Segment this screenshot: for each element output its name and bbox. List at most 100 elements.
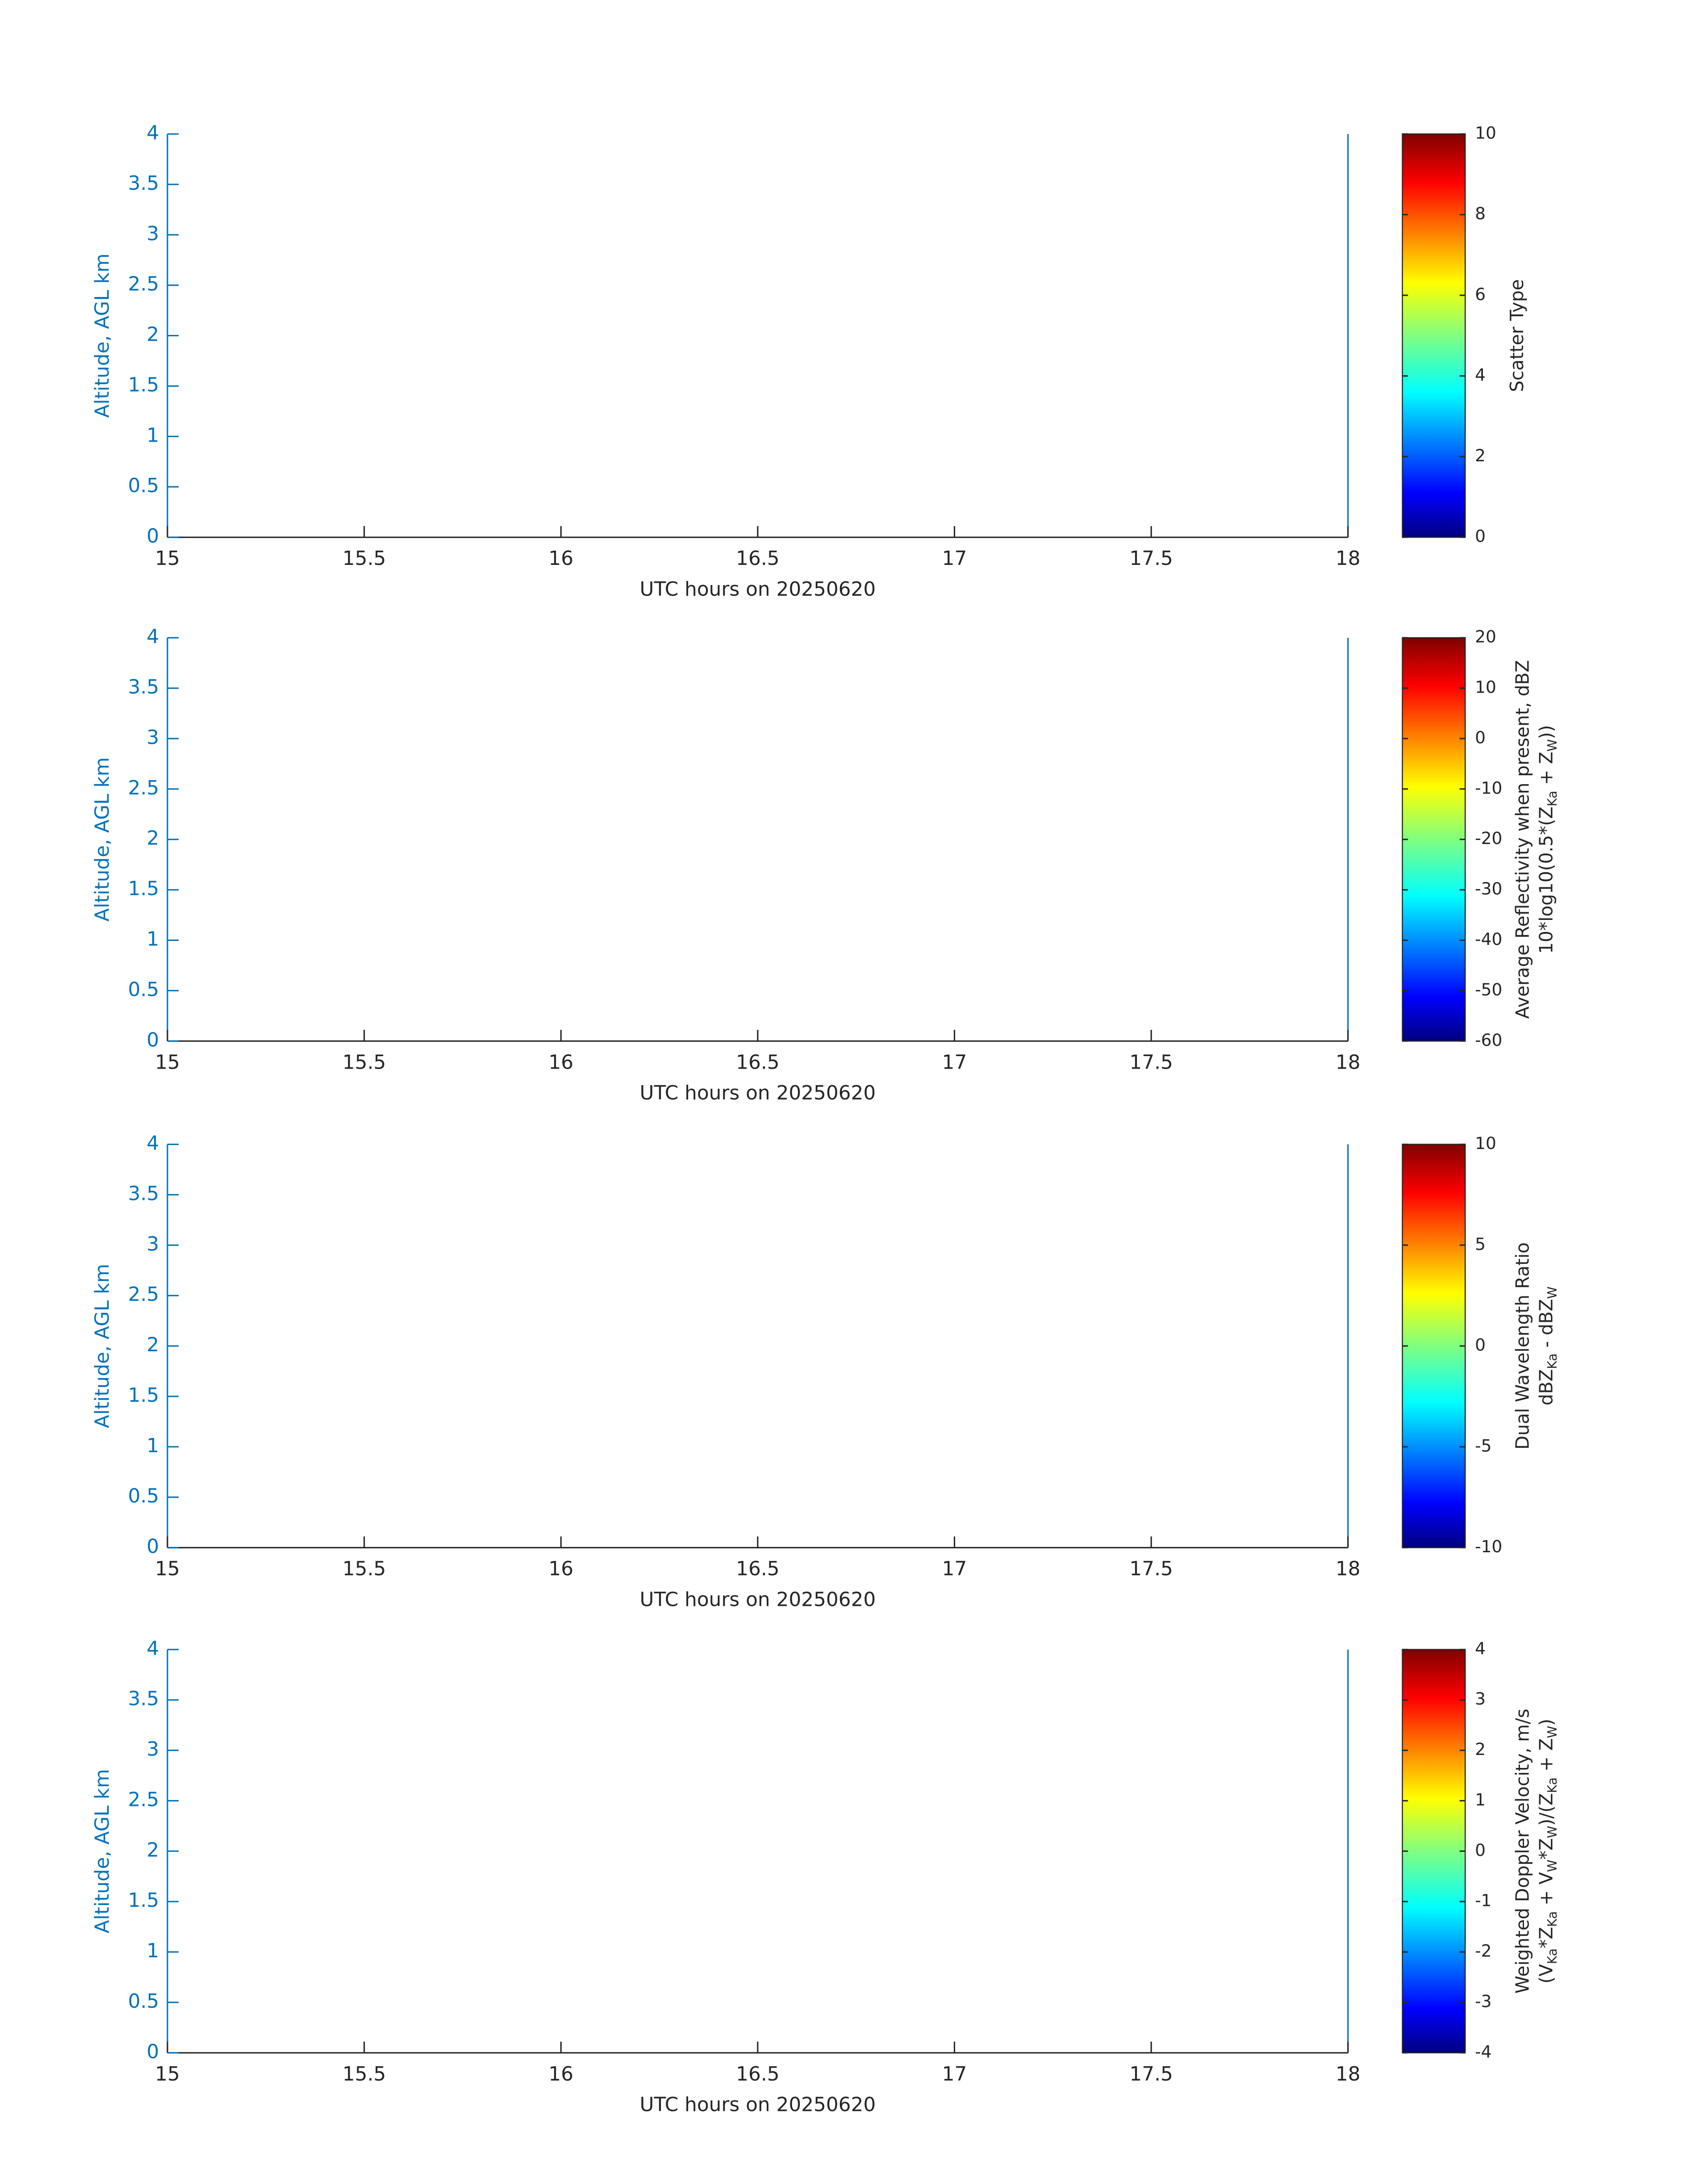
label-text: 10*log10(0.5*(Z xyxy=(1536,806,1557,954)
label-subscript: W xyxy=(1545,1826,1560,1838)
colorbar-tick-label: 4 xyxy=(1475,365,1486,384)
label-text: (V xyxy=(1536,1964,1557,1984)
label-text: + Z xyxy=(1536,752,1557,791)
x-axis-label: UTC hours on 20250620 xyxy=(640,578,876,601)
y-tick-label: 1.5 xyxy=(128,877,159,900)
x-tick-label: 16 xyxy=(548,547,573,570)
y-tick-label: 4 xyxy=(146,1637,159,1660)
x-tick-label: 16.5 xyxy=(736,547,779,570)
x-tick-label: 15.5 xyxy=(342,2063,386,2085)
colorbar-tick-label: 10 xyxy=(1475,123,1496,143)
x-tick-label: 17.5 xyxy=(1129,2063,1173,2085)
colorbar-tick-label: 0 xyxy=(1475,727,1486,747)
label-text: ) xyxy=(1536,1719,1557,1726)
y-axis-label: Altitude, AGL km xyxy=(91,1264,113,1428)
y-tick-label: 1 xyxy=(146,928,159,950)
colorbar-tick-label: -30 xyxy=(1475,879,1502,898)
y-tick-label: 0 xyxy=(146,1535,159,1558)
label-text: Dual Wavelength Ratio xyxy=(1512,1242,1533,1450)
x-axis-label: UTC hours on 20250620 xyxy=(640,2093,876,2116)
label-text: dBZ xyxy=(1536,1369,1557,1405)
y-tick-label: 1 xyxy=(146,1939,159,1962)
colorbar-label: Weighted Doppler Velocity, m/s xyxy=(1512,1709,1533,1993)
label-text: + V xyxy=(1536,1872,1557,1911)
colorbar-tick-label: -10 xyxy=(1475,1537,1502,1556)
x-tick-label: 18 xyxy=(1336,1558,1361,1580)
label-text: *Z xyxy=(1536,1838,1557,1859)
colorbar-tick-label: 0 xyxy=(1475,526,1486,546)
colorbar-label: Average Reflectivity when present, dBZ xyxy=(1512,660,1533,1019)
colorbar-tick-label: 5 xyxy=(1475,1234,1486,1254)
y-tick-label: 4 xyxy=(146,1132,159,1155)
y-tick-label: 2 xyxy=(146,323,159,346)
y-tick-label: 4 xyxy=(146,121,159,144)
colorbar-label: dBZKa - dBZW xyxy=(1536,1287,1560,1405)
label-subscript: W xyxy=(1545,1287,1560,1299)
colorbar-tick-label: -40 xyxy=(1475,929,1502,949)
x-tick-label: 15 xyxy=(155,2063,180,2085)
y-axis-label: Altitude, AGL km xyxy=(91,1769,113,1933)
x-tick-label: 18 xyxy=(1336,547,1361,570)
y-tick-label: 0 xyxy=(146,525,159,547)
x-tick-label: 16.5 xyxy=(736,2063,779,2085)
colorbar-tick-label: -5 xyxy=(1475,1436,1491,1455)
x-tick-label: 15.5 xyxy=(342,1558,386,1580)
colorbar-tick-label: 8 xyxy=(1475,204,1486,223)
colorbar-tick-label: -1 xyxy=(1475,1891,1491,1910)
x-tick-label: 16 xyxy=(548,1558,573,1580)
x-tick-label: 17 xyxy=(942,547,967,570)
y-tick-label: 2.5 xyxy=(128,1788,159,1811)
colorbar-label: Scatter Type xyxy=(1506,279,1528,392)
label-subscript: W xyxy=(1545,1859,1560,1872)
x-tick-label: 17.5 xyxy=(1129,547,1173,570)
colorbar-tick-label: 0 xyxy=(1475,1840,1486,1860)
x-tick-label: 18 xyxy=(1336,2063,1361,2085)
y-tick-label: 1.5 xyxy=(128,373,159,396)
y-axis-label: Altitude, AGL km xyxy=(91,254,113,418)
y-tick-label: 2 xyxy=(146,1839,159,1861)
y-tick-label: 2.5 xyxy=(128,1283,159,1306)
y-tick-label: 0 xyxy=(146,1028,159,1051)
colorbar-tick-label: 6 xyxy=(1475,284,1486,304)
y-tick-label: 3 xyxy=(146,1738,159,1761)
x-axis-label: UTC hours on 20250620 xyxy=(640,1082,876,1104)
colorbar-tick-label: 1 xyxy=(1475,1790,1486,1809)
colorbar-tick-label: 20 xyxy=(1475,627,1496,647)
colorbar-label: (VKa*ZKa + VW*ZW)/(ZKa + ZW) xyxy=(1536,1719,1560,1984)
y-tick-label: 2 xyxy=(146,827,159,850)
x-tick-label: 17.5 xyxy=(1129,1558,1173,1580)
y-tick-label: 1 xyxy=(146,424,159,447)
y-tick-label: 2.5 xyxy=(128,777,159,799)
colorbar-tick-label: -2 xyxy=(1475,1941,1491,1961)
colorbar-label: 10*log10(0.5*(ZKa + ZW)) xyxy=(1536,725,1560,954)
x-tick-label: 17.5 xyxy=(1129,1051,1173,1074)
x-tick-label: 15.5 xyxy=(342,1051,386,1074)
x-tick-label: 18 xyxy=(1336,1051,1361,1074)
y-tick-label: 0.5 xyxy=(128,1485,159,1508)
label-text: Average Reflectivity when present, dBZ xyxy=(1512,660,1533,1019)
colorbar-tick-label: -50 xyxy=(1475,980,1502,999)
x-axis-label: UTC hours on 20250620 xyxy=(640,1588,876,1611)
y-tick-label: 0 xyxy=(146,2040,159,2063)
y-tick-label: 3.5 xyxy=(128,172,159,195)
y-tick-label: 0.5 xyxy=(128,978,159,1001)
y-tick-label: 0.5 xyxy=(128,1990,159,2013)
label-text: - dBZ xyxy=(1536,1299,1557,1354)
colorbar-label: Dual Wavelength Ratio xyxy=(1512,1242,1533,1450)
y-tick-label: 3.5 xyxy=(128,1688,159,1710)
y-tick-label: 3 xyxy=(146,726,159,749)
colorbar xyxy=(1402,133,1466,538)
label-subscript: W xyxy=(1545,1726,1560,1738)
y-tick-label: 3 xyxy=(146,222,159,245)
label-text: )) xyxy=(1536,725,1557,740)
y-tick-label: 1 xyxy=(146,1434,159,1457)
x-tick-label: 17 xyxy=(942,1051,967,1074)
label-subscript: Ka xyxy=(1545,1948,1560,1964)
colorbar-tick-label: -4 xyxy=(1475,2042,1491,2061)
x-tick-label: 17 xyxy=(942,1558,967,1580)
colorbar xyxy=(1402,1649,1466,2054)
colorbar-tick-label: 10 xyxy=(1475,1133,1496,1153)
x-tick-label: 15 xyxy=(155,1558,180,1580)
